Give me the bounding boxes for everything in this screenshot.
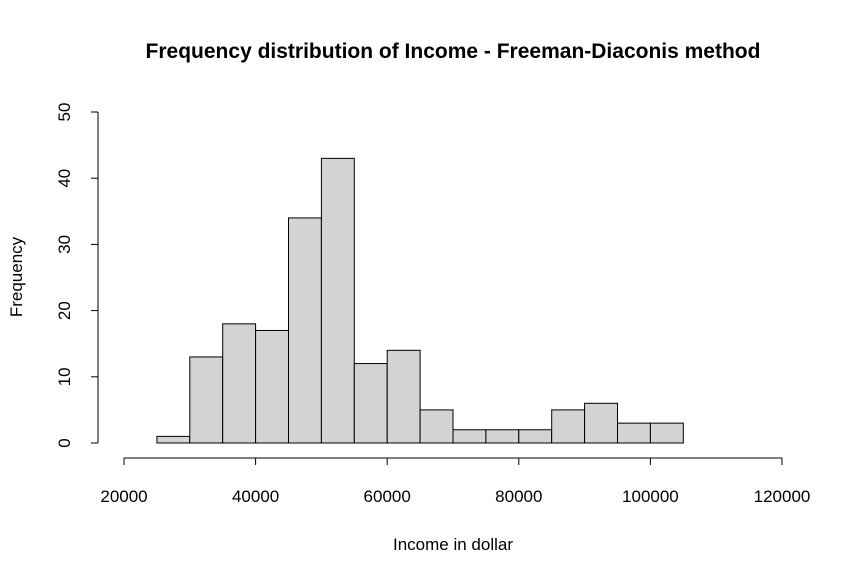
- y-axis-label: Frequency: [7, 236, 26, 317]
- x-tick-label: 60000: [364, 487, 411, 506]
- x-tick-label: 80000: [495, 487, 542, 506]
- histogram-bar: [320, 157, 355, 444]
- histogram-bar: [288, 217, 322, 444]
- histogram-bar: [452, 429, 487, 444]
- bars-group: [156, 157, 684, 444]
- x-axis: 20000 40000 60000 80000 100000 120000: [100, 457, 811, 506]
- histogram-bar: [156, 435, 191, 444]
- histogram-bar: [353, 363, 388, 444]
- y-tick-label: 40: [55, 169, 74, 188]
- histogram-bar: [584, 402, 618, 444]
- histogram-bar: [649, 422, 684, 444]
- histogram-bar: [222, 323, 257, 444]
- histogram-bar: [518, 429, 553, 444]
- y-tick-label: 50: [55, 103, 74, 122]
- x-tick-label: 40000: [232, 487, 279, 506]
- histogram-bar: [386, 349, 421, 444]
- y-axis: 0 10 20 30 40 50: [55, 103, 99, 448]
- x-tick-label: 120000: [754, 487, 811, 506]
- x-tick-label: 100000: [622, 487, 679, 506]
- histogram-bar: [419, 409, 454, 444]
- histogram-bar: [551, 409, 586, 444]
- histogram-bar: [485, 429, 520, 444]
- histogram-bar: [255, 329, 290, 444]
- x-axis-label: Income in dollar: [393, 535, 513, 554]
- chart-title: Frequency distribution of Income - Freem…: [146, 40, 761, 63]
- y-tick-label: 10: [55, 367, 74, 386]
- y-tick-label: 30: [55, 235, 74, 254]
- histogram-bar: [189, 356, 224, 444]
- x-tick-label: 20000: [100, 487, 147, 506]
- y-tick-label: 20: [55, 301, 74, 320]
- y-tick-label: 0: [55, 438, 74, 447]
- histogram-bar: [617, 422, 651, 444]
